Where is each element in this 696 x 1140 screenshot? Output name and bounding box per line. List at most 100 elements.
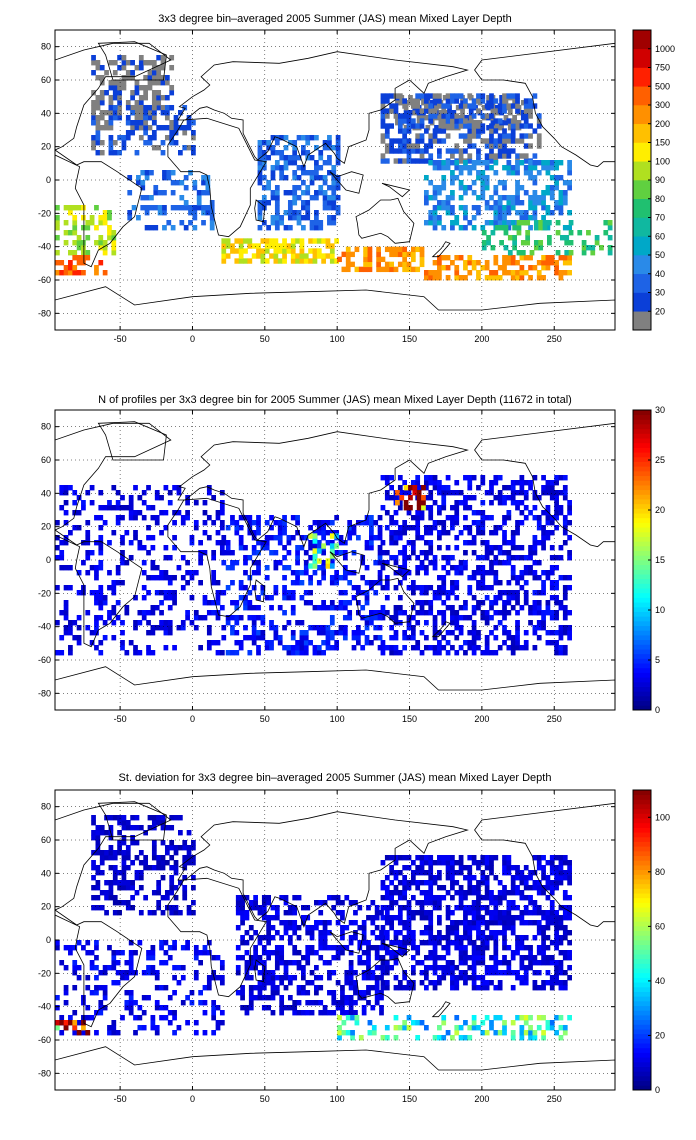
data-cell	[68, 945, 73, 951]
data-cell	[380, 615, 386, 621]
data-cell	[541, 875, 546, 881]
data-cell	[380, 138, 386, 144]
data-cell	[380, 113, 386, 119]
data-cell	[507, 250, 513, 256]
data-cell	[150, 630, 156, 636]
data-cell	[419, 940, 425, 946]
data-cell	[471, 215, 477, 221]
data-cell	[287, 910, 293, 916]
data-cell	[489, 980, 494, 986]
data-cell	[471, 495, 477, 501]
data-cell	[441, 615, 447, 621]
data-cell	[415, 855, 421, 861]
data-cell	[423, 860, 429, 866]
data-cell	[507, 125, 513, 131]
data-cell	[108, 825, 114, 831]
data-cell	[124, 650, 130, 656]
data-cell	[393, 890, 399, 896]
data-cell	[441, 520, 447, 526]
data-cell	[458, 153, 464, 159]
data-cell	[506, 890, 512, 896]
data-cell	[476, 195, 481, 201]
data-cell	[186, 125, 192, 131]
data-cell	[164, 105, 170, 111]
data-cell	[290, 238, 296, 244]
data-cell	[91, 850, 96, 856]
data-cell	[558, 205, 564, 211]
data-cell	[331, 990, 337, 996]
data-cell	[219, 510, 225, 516]
data-cell	[327, 185, 332, 191]
data-cell	[331, 165, 337, 171]
data-cell	[519, 210, 525, 216]
data-cell	[327, 1010, 332, 1016]
data-cell	[94, 990, 99, 996]
data-cell	[55, 585, 60, 591]
data-cell	[374, 985, 380, 991]
data-cell	[150, 545, 156, 551]
data-cell	[515, 935, 520, 941]
data-cell	[528, 900, 533, 906]
data-cell	[322, 145, 328, 151]
data-cell	[164, 850, 170, 856]
data-cell	[402, 905, 408, 911]
data-cell	[510, 900, 516, 906]
data-cell	[112, 900, 118, 906]
data-cell	[489, 600, 494, 606]
data-cell	[172, 965, 177, 971]
data-cell	[484, 275, 490, 281]
data-cell	[318, 1010, 324, 1016]
data-cell	[541, 190, 546, 196]
data-cell	[493, 940, 499, 946]
data-cell	[558, 555, 564, 561]
data-cell	[502, 143, 507, 149]
data-cell	[497, 103, 503, 109]
data-cell	[549, 960, 555, 966]
data-cell	[112, 815, 118, 821]
data-cell	[463, 935, 468, 941]
data-cell	[287, 980, 293, 986]
data-cell	[515, 600, 520, 606]
data-cell	[406, 540, 412, 546]
data-cell	[355, 630, 361, 636]
data-cell	[55, 945, 60, 951]
data-cell	[437, 103, 442, 109]
data-cell	[299, 645, 305, 651]
data-cell	[121, 865, 127, 871]
data-cell	[189, 570, 195, 576]
data-cell	[432, 565, 438, 571]
data-cell	[450, 490, 455, 496]
data-cell	[112, 870, 118, 876]
data-cell	[376, 251, 381, 258]
data-cell	[389, 123, 395, 129]
data-cell	[528, 885, 533, 891]
data-cell	[256, 635, 261, 641]
data-cell	[85, 535, 91, 541]
data-cell	[287, 140, 293, 146]
data-cell	[322, 190, 328, 196]
data-cell	[397, 855, 403, 861]
data-cell	[419, 610, 425, 616]
data-cell	[497, 195, 503, 201]
data-cell	[316, 650, 322, 656]
data-cell	[283, 1005, 289, 1011]
chart-title: N of profiles per 3x3 degree bin for 200…	[98, 394, 572, 406]
data-cell	[545, 255, 551, 261]
data-cell	[471, 970, 477, 976]
data-cell	[198, 550, 203, 556]
data-cell	[76, 240, 82, 246]
data-cell	[211, 600, 217, 606]
data-cell	[515, 885, 520, 891]
data-cell	[169, 885, 175, 891]
data-cell	[316, 605, 322, 611]
data-cell	[454, 545, 460, 551]
data-cell	[486, 100, 491, 106]
data-cell	[450, 870, 455, 876]
data-cell	[211, 1030, 217, 1036]
data-cell	[188, 220, 193, 226]
data-cell	[261, 915, 267, 921]
data-cell	[523, 905, 529, 911]
data-cell	[567, 210, 572, 216]
data-cell	[292, 895, 298, 901]
data-cell	[471, 945, 477, 951]
